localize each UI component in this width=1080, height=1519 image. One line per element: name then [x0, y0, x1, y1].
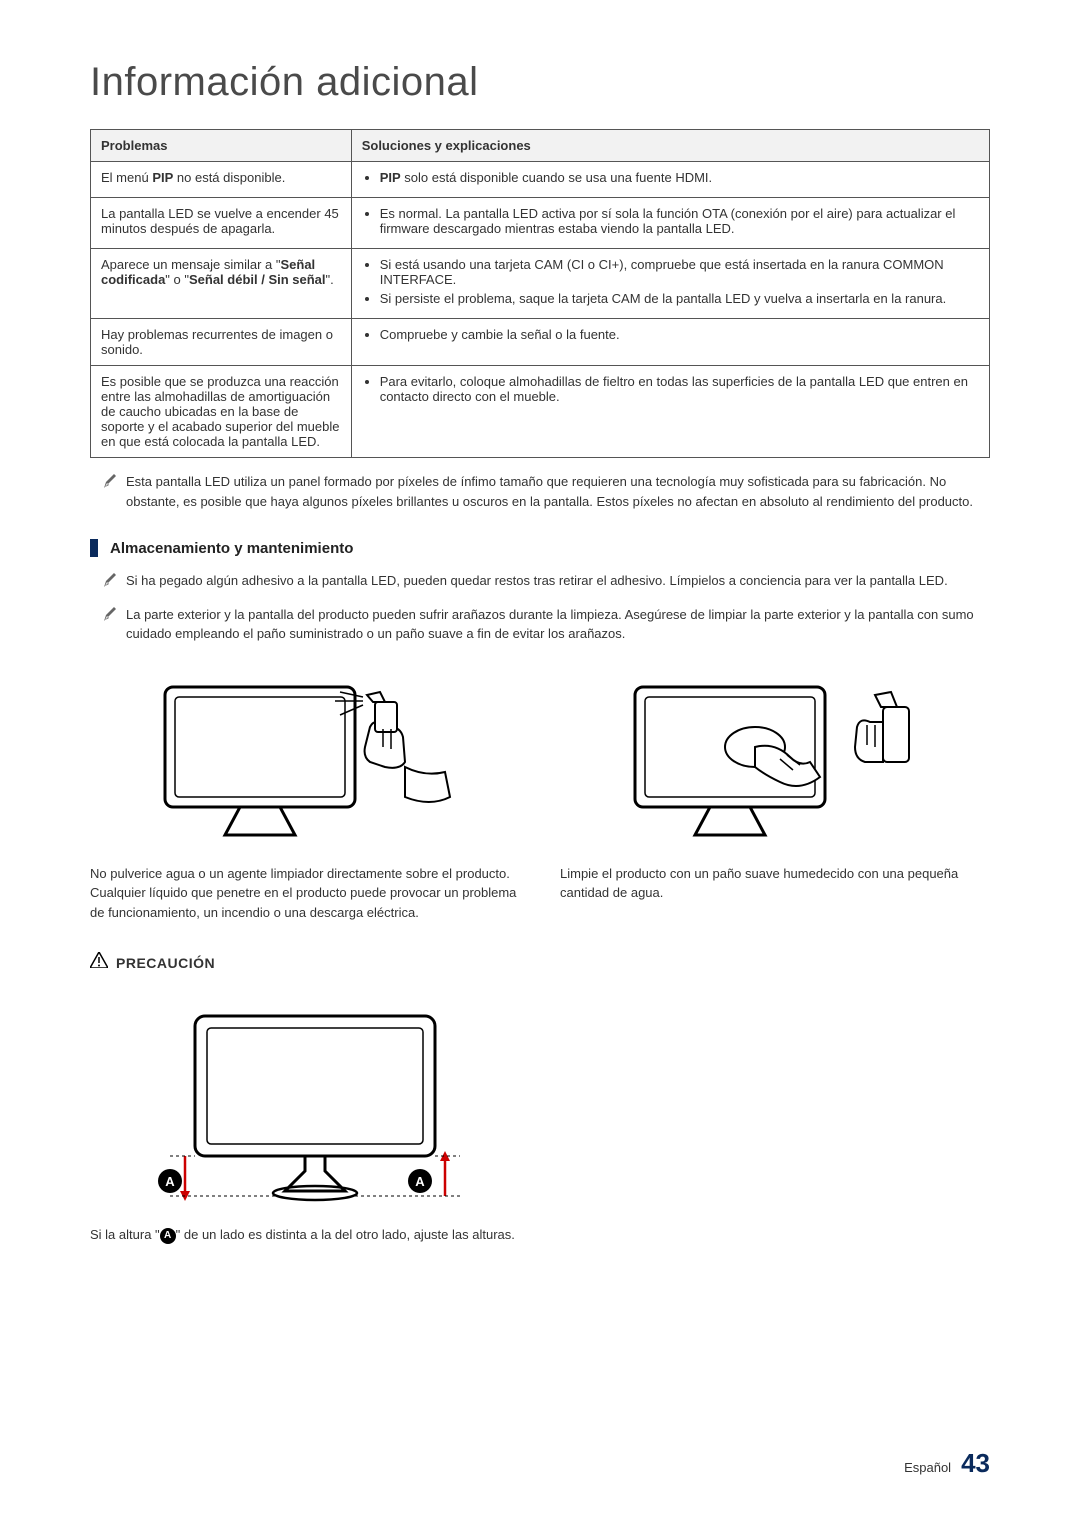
problem-cell: La pantalla LED se vuelve a encender 45 …	[91, 198, 352, 249]
solution-item: Si está usando una tarjeta CAM (CI o CI+…	[380, 257, 979, 287]
caption-pre: Si la altura "	[90, 1227, 160, 1242]
cleaning-col-right: Limpie el producto con un paño suave hum…	[560, 662, 990, 923]
warning-icon	[90, 952, 108, 973]
page-title: Información adicional	[90, 60, 990, 105]
letter-a-badge: A	[160, 1228, 176, 1244]
solution-item: PIP solo está disponible cuando se usa u…	[380, 170, 979, 185]
problem-cell: Hay problemas recurrentes de imagen o so…	[91, 319, 352, 366]
table-row: Aparece un mensaje similar a "Señal codi…	[91, 249, 990, 319]
wipe-illustration	[560, 662, 990, 852]
solution-cell: PIP solo está disponible cuando se usa u…	[351, 162, 989, 198]
pixel-note-text: Esta pantalla LED utiliza un panel forma…	[126, 472, 990, 511]
solution-cell: Para evitarlo, coloque almohadillas de f…	[351, 366, 989, 458]
note-icon	[102, 573, 118, 589]
note-icon	[102, 474, 118, 490]
solution-cell: Es normal. La pantalla LED activa por sí…	[351, 198, 989, 249]
svg-text:A: A	[165, 1174, 175, 1189]
height-adjust-illustration: A A	[90, 991, 540, 1211]
pixel-note: Esta pantalla LED utiliza un panel forma…	[102, 472, 990, 511]
adhesive-note-text: Si ha pegado algún adhesivo a la pantall…	[126, 571, 990, 591]
scratch-note: La parte exterior y la pantalla del prod…	[102, 605, 990, 644]
page-footer: Español 43	[904, 1448, 990, 1479]
section-bar	[90, 539, 98, 557]
note-icon	[102, 607, 118, 623]
solution-item: Si persiste el problema, saque la tarjet…	[380, 291, 979, 306]
svg-text:A: A	[415, 1174, 425, 1189]
solution-item: Para evitarlo, coloque almohadillas de f…	[380, 374, 979, 404]
table-row: La pantalla LED se vuelve a encender 45 …	[91, 198, 990, 249]
adhesive-note: Si ha pegado algún adhesivo a la pantall…	[102, 571, 990, 591]
table-header-solutions: Soluciones y explicaciones	[351, 130, 989, 162]
caption-post: " de un lado es distinta a la del otro l…	[176, 1227, 515, 1242]
footer-lang: Español	[904, 1460, 951, 1475]
troubleshoot-table: Problemas Soluciones y explicaciones El …	[90, 129, 990, 458]
scratch-note-text: La parte exterior y la pantalla del prod…	[126, 605, 990, 644]
no-spray-caption: No pulverice agua o un agente limpiador …	[90, 864, 520, 923]
problem-cell: Aparece un mensaje similar a "Señal codi…	[91, 249, 352, 319]
table-header-problems: Problemas	[91, 130, 352, 162]
storage-section-header: Almacenamiento y mantenimiento	[90, 539, 990, 557]
solution-cell: Compruebe y cambie la señal o la fuente.	[351, 319, 989, 366]
wipe-caption: Limpie el producto con un paño suave hum…	[560, 864, 990, 903]
cleaning-col-left: No pulverice agua o un agente limpiador …	[90, 662, 520, 923]
solution-item: Compruebe y cambie la señal o la fuente.	[380, 327, 979, 342]
problem-cell: Es posible que se produzca una reacción …	[91, 366, 352, 458]
table-row: Es posible que se produzca una reacción …	[91, 366, 990, 458]
precaution-label: PRECAUCIÓN	[116, 955, 215, 971]
table-row: El menú PIP no está disponible. PIP solo …	[91, 162, 990, 198]
cleaning-illustrations: No pulverice agua o un agente limpiador …	[90, 662, 990, 923]
precaution-header: PRECAUCIÓN	[90, 952, 990, 973]
table-row: Hay problemas recurrentes de imagen o so…	[91, 319, 990, 366]
solution-item: Es normal. La pantalla LED activa por sí…	[380, 206, 979, 236]
problem-cell: El menú PIP no está disponible.	[91, 162, 352, 198]
no-spray-illustration	[90, 662, 520, 852]
section-title: Almacenamiento y mantenimiento	[110, 540, 353, 557]
height-adjust-caption: Si la altura "A" de un lado es distinta …	[90, 1225, 540, 1245]
footer-page-number: 43	[961, 1448, 990, 1479]
precaution-block: A A Si la altura "A" de un lado es disti…	[90, 991, 540, 1245]
solution-cell: Si está usando una tarjeta CAM (CI o CI+…	[351, 249, 989, 319]
